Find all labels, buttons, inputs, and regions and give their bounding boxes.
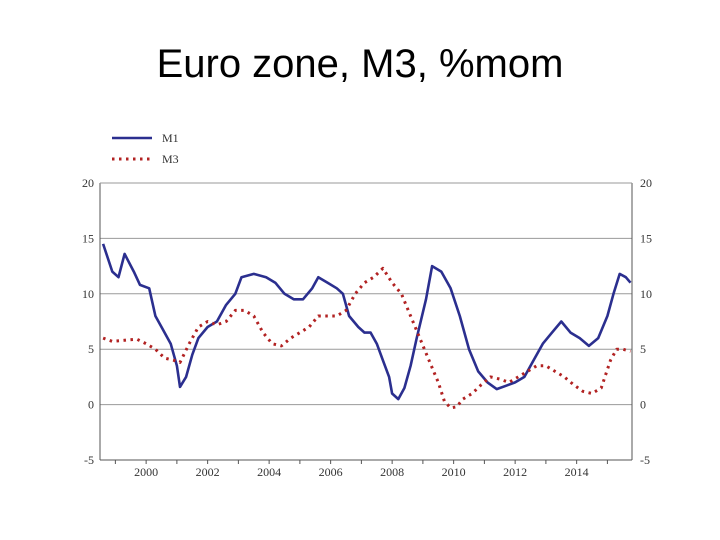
y-tick-label-right: 0 bbox=[640, 398, 646, 412]
gridlines bbox=[100, 237, 632, 406]
x-tick-label: 2002 bbox=[196, 465, 220, 479]
x-tick-label: 2000 bbox=[134, 465, 158, 479]
tick-labels: 20 20 15 15 10 10 5 5 0 0 -5 -5 2000 2002 2004 2006 2008… bbox=[82, 176, 652, 479]
y-tick-label-right: 15 bbox=[640, 231, 652, 245]
y-tick-label-left: 0 bbox=[88, 398, 94, 412]
x-tick-label: 2012 bbox=[503, 465, 527, 479]
slide-title: Euro zone, M3, %mom bbox=[156, 42, 564, 86]
y-tick-label-right: -5 bbox=[640, 453, 650, 467]
y-tick-label-right: 10 bbox=[640, 287, 652, 301]
legend-label-m1: M1 bbox=[162, 131, 179, 145]
y-tick-label-left: 5 bbox=[88, 342, 94, 356]
legend-label-m3: M3 bbox=[162, 152, 179, 166]
plot-frame bbox=[99, 182, 633, 464]
series-line-m1 bbox=[101, 243, 632, 401]
x-tick-label: 2006 bbox=[319, 465, 343, 479]
y-tick-label-right: 20 bbox=[640, 176, 652, 190]
x-tick-label: 2004 bbox=[257, 465, 281, 479]
y-tick-label-left: 20 bbox=[82, 176, 94, 190]
y-tick-label-left: -5 bbox=[84, 453, 94, 467]
legend: M1 M3 bbox=[112, 131, 179, 166]
y-tick-label-left: 10 bbox=[82, 287, 94, 301]
series-layer bbox=[101, 243, 632, 410]
x-tick-label: 2008 bbox=[380, 465, 404, 479]
series-line-m3 bbox=[102, 266, 631, 410]
x-tick-label: 2014 bbox=[565, 465, 589, 479]
x-tick-label: 2010 bbox=[442, 465, 466, 479]
y-tick-label-left: 15 bbox=[82, 231, 94, 245]
y-tick-label-right: 5 bbox=[640, 342, 646, 356]
